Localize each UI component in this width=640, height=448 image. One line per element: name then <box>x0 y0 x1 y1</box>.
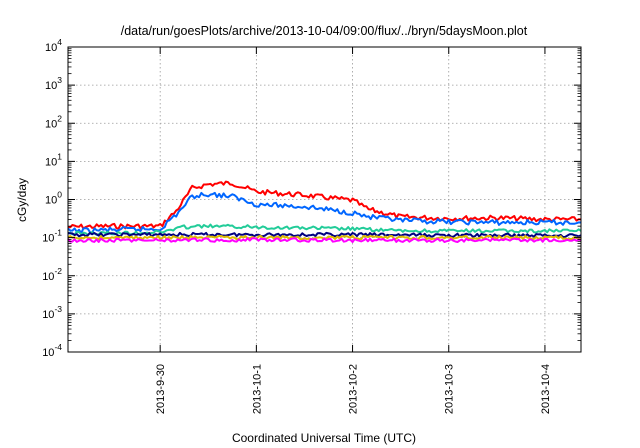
y-tick-label: 10-4 <box>42 342 62 359</box>
y-axis-label: cGy/day <box>15 178 29 222</box>
x-tick-labels: 2013-9-30 2013-10-1 2013-10-2 2013-10-3 2013… <box>155 364 552 414</box>
y-tick-label: 100 <box>45 190 62 207</box>
x-tick-label: 2013-9-30 <box>155 364 167 414</box>
series-line-4 <box>67 231 582 238</box>
x-tick-label: 2013-10-3 <box>444 364 456 414</box>
series-group <box>67 180 582 243</box>
y-tick-label: 103 <box>45 75 62 92</box>
y-tick-label: 101 <box>45 151 62 168</box>
grid <box>68 47 581 352</box>
series-line-1 <box>67 180 582 230</box>
y-tick-label: 104 <box>45 37 62 54</box>
x-tick-label: 2013-10-4 <box>540 364 552 414</box>
x-tick-label: 2013-10-2 <box>348 364 360 414</box>
x-tick-label: 2013-10-1 <box>251 364 263 414</box>
y-tick-label: 10-1 <box>42 228 62 245</box>
x-axis-label: Coordinated Universal Time (UTC) <box>232 431 416 445</box>
y-tick-label: 10-2 <box>42 266 62 283</box>
chart-title: /data/run/goesPlots/archive/2013-10-04/0… <box>121 24 528 38</box>
series-line-6 <box>67 237 582 243</box>
y-tick-labels: 10-4 10-3 10-2 10-1 100 101 102 103 104 <box>42 37 62 359</box>
y-tick-label: 10-3 <box>42 304 62 321</box>
series-line-2 <box>67 191 582 234</box>
series-line-3 <box>67 223 582 236</box>
axis-ticks <box>68 46 581 353</box>
y-tick-label: 102 <box>45 113 62 130</box>
